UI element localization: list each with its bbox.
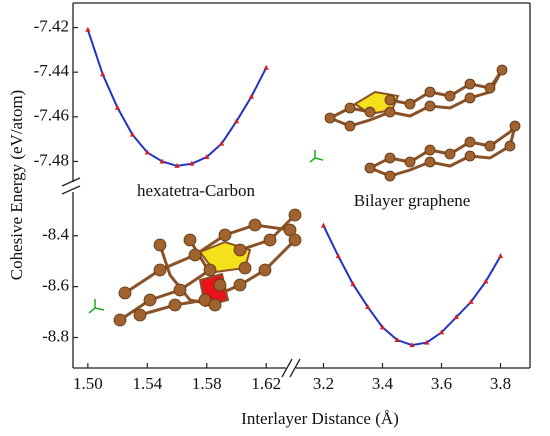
y-tick-label: -7.46 bbox=[34, 106, 69, 125]
bilayer-graphene-illustration bbox=[309, 64, 521, 182]
marker bbox=[174, 162, 180, 168]
annotation: Bilayer graphene bbox=[354, 191, 471, 210]
annotation: hexatetra-Carbon bbox=[137, 181, 255, 200]
marker bbox=[468, 298, 474, 304]
axis-break bbox=[61, 177, 81, 195]
y-tick-label: -8.4 bbox=[42, 225, 69, 244]
y-tick-label: -8.8 bbox=[42, 326, 69, 345]
marker bbox=[159, 158, 165, 164]
x-axis-label: Interlayer Distance (Å) bbox=[241, 409, 399, 428]
y-tick-label: -7.48 bbox=[34, 150, 69, 169]
y-tick-label: -8.6 bbox=[42, 276, 69, 295]
x-tick-label: 1.62 bbox=[251, 374, 281, 393]
marker bbox=[204, 153, 210, 159]
marker bbox=[114, 104, 121, 110]
marker bbox=[219, 140, 225, 146]
marker bbox=[233, 118, 240, 124]
x-tick-label: 1.54 bbox=[132, 374, 162, 393]
marker bbox=[100, 71, 106, 77]
y-tick-label: -7.42 bbox=[34, 16, 69, 35]
x-tick-label: 1.58 bbox=[192, 374, 222, 393]
axis-break bbox=[281, 358, 301, 378]
marker bbox=[497, 253, 504, 259]
marker bbox=[248, 93, 254, 99]
x-tick-label: 3.4 bbox=[372, 374, 394, 393]
x-tick-label: 1.50 bbox=[73, 374, 103, 393]
marker bbox=[365, 303, 371, 309]
line bbox=[322, 225, 502, 347]
marker bbox=[350, 281, 356, 287]
marker bbox=[394, 337, 400, 343]
x-tick-label: 3.6 bbox=[431, 374, 452, 393]
marker bbox=[129, 131, 136, 137]
y-tick-label: -7.44 bbox=[34, 61, 70, 80]
frame bbox=[61, 2, 531, 378]
marker bbox=[263, 64, 269, 70]
marker bbox=[85, 26, 91, 32]
marker bbox=[320, 222, 327, 228]
hexatetra-carbon-illustration bbox=[88, 208, 302, 327]
y-axis-label: Cohesive Energy (eV/atom) bbox=[7, 90, 26, 280]
marker bbox=[424, 339, 430, 345]
marker bbox=[189, 160, 195, 166]
marker bbox=[438, 329, 445, 335]
marker bbox=[379, 324, 386, 330]
line bbox=[86, 29, 268, 167]
marker bbox=[409, 342, 415, 348]
x-tick-label: 3.2 bbox=[313, 374, 334, 393]
marker bbox=[483, 278, 489, 284]
x-tick-label: 3.8 bbox=[490, 374, 511, 393]
marker bbox=[144, 149, 150, 155]
marker bbox=[335, 253, 341, 259]
marker bbox=[453, 314, 459, 320]
